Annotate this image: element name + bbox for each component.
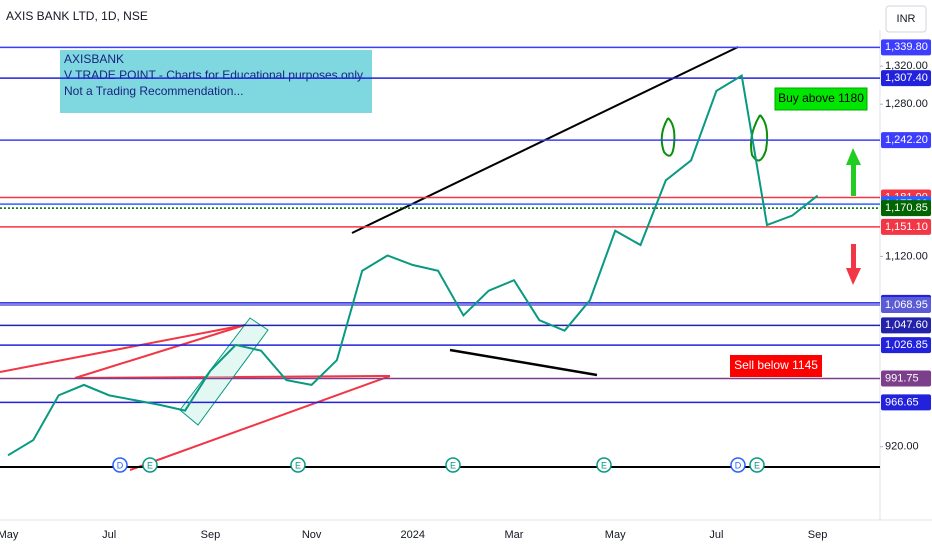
- event-label: E: [450, 460, 456, 470]
- y-tick-label: 1,120.00: [885, 250, 928, 262]
- currency-box[interactable]: [885, 5, 927, 33]
- event-marker: [290, 457, 306, 473]
- note-line: Not a Trading Recommendation...: [64, 84, 243, 98]
- price-tag-label: 1,170.85: [885, 202, 928, 214]
- price-tag: [881, 39, 931, 56]
- price-tag: [881, 394, 931, 411]
- event-marker: [596, 457, 612, 473]
- sell-box: [730, 355, 822, 377]
- x-tick-label: Mar: [505, 529, 524, 541]
- event-marker: [142, 457, 158, 473]
- trendline: [449, 348, 598, 377]
- price-tag: [881, 297, 931, 314]
- note-box: [60, 50, 372, 113]
- currency: INR: [897, 13, 916, 25]
- price-tag: [881, 70, 931, 87]
- down-arrow: [846, 244, 861, 285]
- x-tick-label: Jul: [102, 529, 116, 541]
- price-tag-label: 1,026.85: [885, 339, 928, 351]
- x-tick-label: Jul: [709, 529, 723, 541]
- event-marker: [445, 457, 461, 473]
- trendline: [0, 324, 246, 373]
- price-tag-label: 1,151.10: [885, 221, 928, 233]
- event-label: E: [754, 460, 760, 470]
- event-label: D: [117, 460, 124, 470]
- event-label: E: [601, 460, 607, 470]
- price-tag-label: 1,047.60: [885, 319, 928, 331]
- event-label: E: [295, 460, 301, 470]
- price-line: [7, 74, 819, 457]
- sell-label: Sell below 1145: [734, 358, 818, 372]
- price-tag-label: 991.75: [885, 372, 919, 384]
- trendline: [74, 324, 246, 379]
- x-tick-label: Sep: [808, 529, 828, 541]
- price-tag-label: 1,242.20: [885, 134, 928, 146]
- x-tick-label: Sep: [201, 529, 221, 541]
- x-tick-label: May: [605, 529, 626, 541]
- trendline: [129, 375, 391, 471]
- y-tick-label: 920.00: [885, 441, 919, 453]
- price-tag: [881, 132, 931, 149]
- event-marker: [112, 457, 128, 473]
- x-tick-label: 2024: [401, 529, 425, 541]
- price-tag-label: 966.65: [885, 396, 919, 408]
- price-tag-label: 1,068.95: [885, 299, 928, 311]
- price-tag: [881, 370, 931, 387]
- price-tag: [881, 337, 931, 354]
- y-tick-label: 1,320.00: [885, 60, 928, 72]
- chart-title: AXIS BANK LTD, 1D, NSE: [6, 9, 148, 23]
- event-marker: [749, 457, 765, 473]
- event-label: E: [147, 460, 153, 470]
- event-marker: [730, 457, 746, 473]
- x-tick-label: May: [0, 529, 19, 541]
- up-arrow: [846, 148, 861, 196]
- price-tag: [881, 317, 931, 334]
- note-line: V TRADE POINT - Charts for Educational p…: [64, 68, 365, 82]
- buy-box: [774, 87, 868, 111]
- price-tag-label: 1,307.40: [885, 72, 928, 84]
- note-line: AXISBANK: [64, 52, 124, 66]
- y-tick-label: 1,280.00: [885, 98, 928, 110]
- circle-mark: [660, 117, 676, 157]
- price-tag: [881, 200, 931, 217]
- price-tag-label: 1,339.80: [885, 41, 928, 53]
- event-label: D: [735, 460, 742, 470]
- buy-label: Buy above 1180: [778, 91, 864, 105]
- x-tick-label: Nov: [302, 529, 322, 541]
- price-tag: [881, 218, 931, 235]
